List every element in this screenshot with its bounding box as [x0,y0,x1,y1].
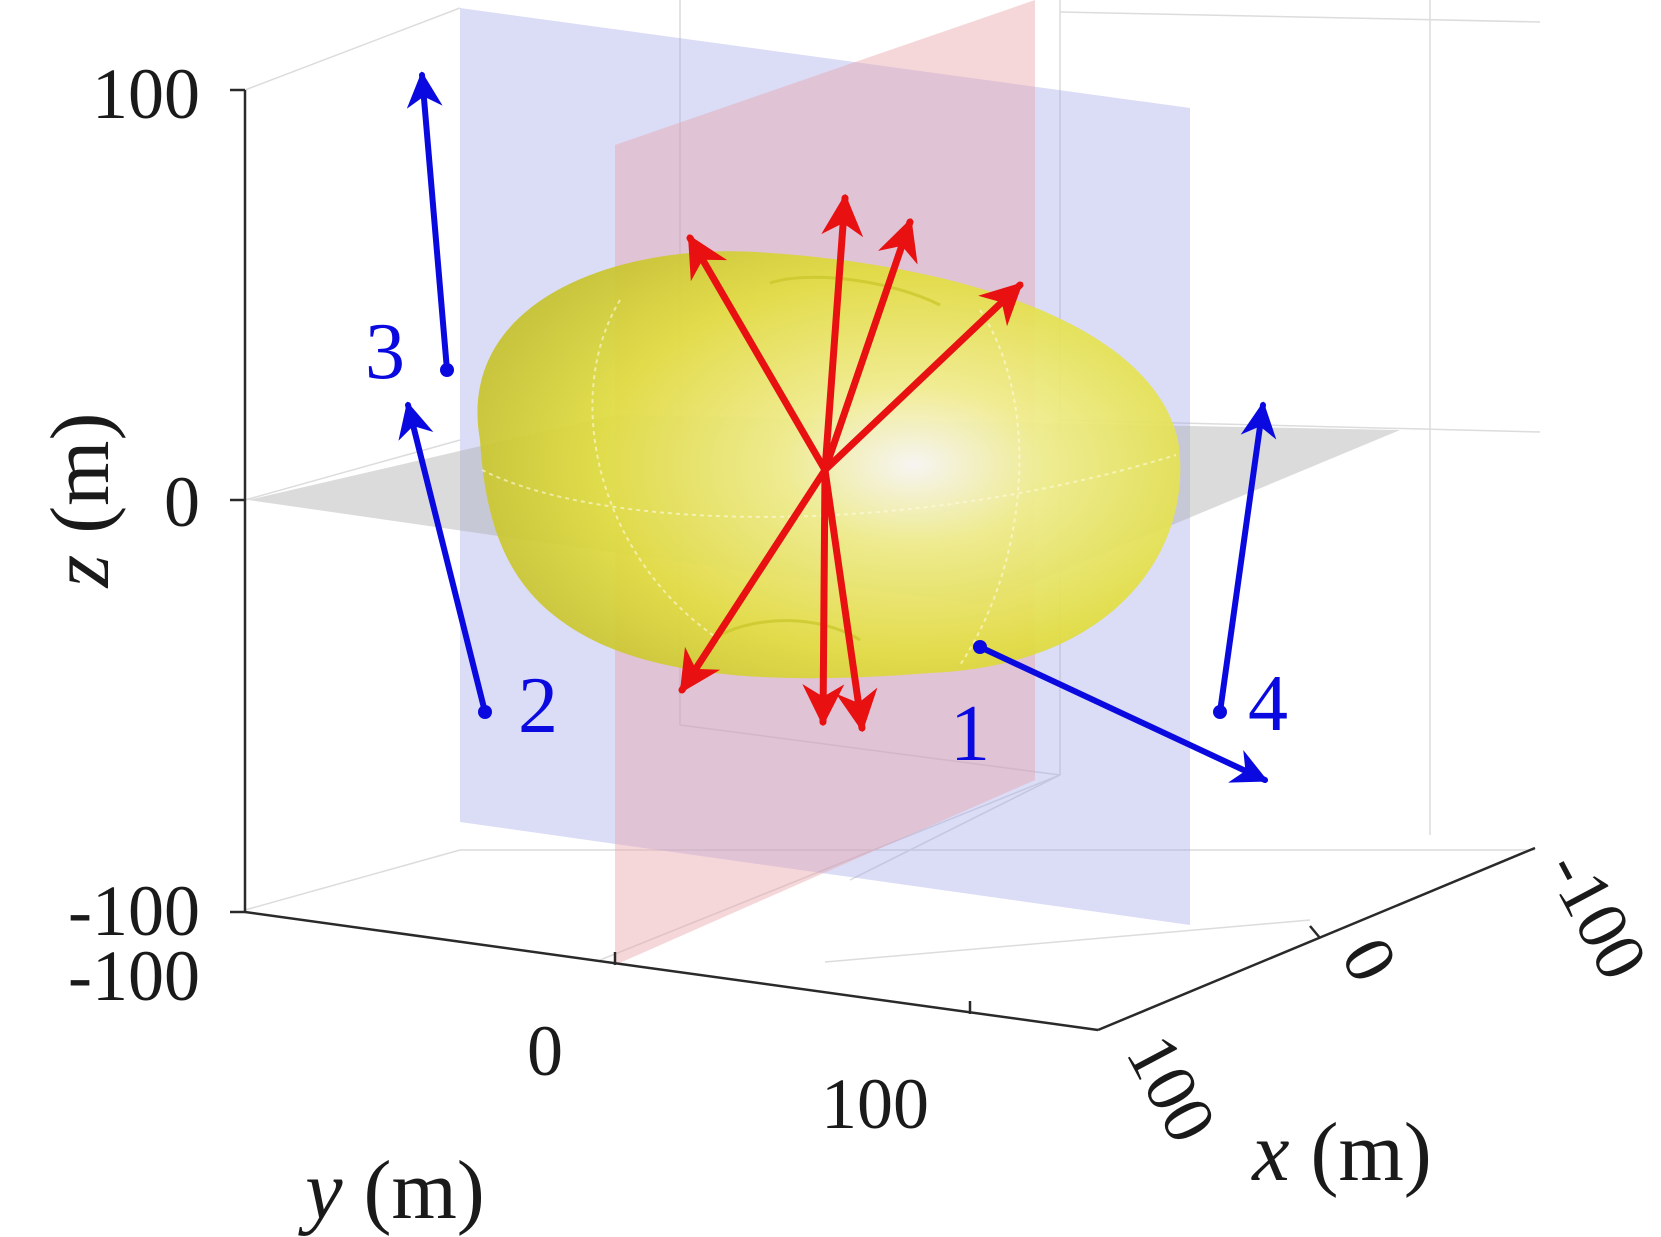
z-tick-label: 0 [164,462,200,542]
z-axis-var: z [34,555,127,589]
ellipsoid-top-dimple [769,275,941,307]
annotation-2: 2 [518,662,558,750]
blue-vector-1-origin [973,640,987,654]
red-vector [821,193,864,474]
red-vector [802,466,845,727]
blue-vector-2 [398,401,488,715]
z-tick-label: -100 [68,871,200,951]
y-axis-line [244,910,1099,1032]
x-axis-unit: (m) [1290,1106,1432,1199]
red-vector [821,218,918,474]
ellipsoid-meridian [591,299,721,641]
grid-line [244,849,461,911]
grid-line [679,724,1061,776]
blue-vector-3 [406,71,450,373]
blue-vector-2-origin [478,705,492,719]
grid-line [244,439,461,501]
grid-line [849,774,1061,881]
z-axis-unit: (m) [34,413,127,555]
y-tick-label: 100 [821,1064,929,1144]
x-axis-label: x (m) [1250,1106,1432,1199]
y-tick-label: -100 [68,936,200,1016]
z-axis-label: z (m) [34,413,127,589]
ellipsoid-equator [481,454,1177,518]
red-vector [821,466,878,733]
x-tick-label: 100 [1111,1022,1232,1155]
y-axis-var: y [297,1144,343,1237]
red-vector [678,466,829,694]
annotation-3: 3 [365,308,405,396]
blue-vector-1 [977,644,1269,783]
blue-vector-4 [1217,401,1277,715]
x-tick-label: -100 [1531,838,1661,992]
red-vector [821,281,1024,474]
ellipsoid-meridian [959,309,1021,666]
blue-vector-3-origin [440,363,454,377]
x-tick-mark [1309,925,1321,939]
y-tick-label: 0 [527,1011,563,1091]
grid-line [599,774,1061,961]
grid-line [1059,11,1541,23]
red-vector [686,234,829,474]
x-tick-label: 0 [1326,925,1414,994]
annotation-4: 4 [1248,660,1288,748]
y-axis-unit: (m) [343,1144,485,1237]
blue-vector-4-origin [1213,705,1227,719]
y-axis-label: y (m) [297,1144,485,1237]
z-tick-label: 100 [92,54,200,134]
outer-vectors [398,71,1277,783]
inner-vectors [678,193,1024,733]
axes-lines [230,88,1536,1032]
annotation-1: 1 [950,690,990,778]
x-axis-var: x [1250,1106,1289,1199]
grid-line [244,7,461,91]
x-axis-line [1097,846,1536,1032]
grid-line [824,919,1311,963]
